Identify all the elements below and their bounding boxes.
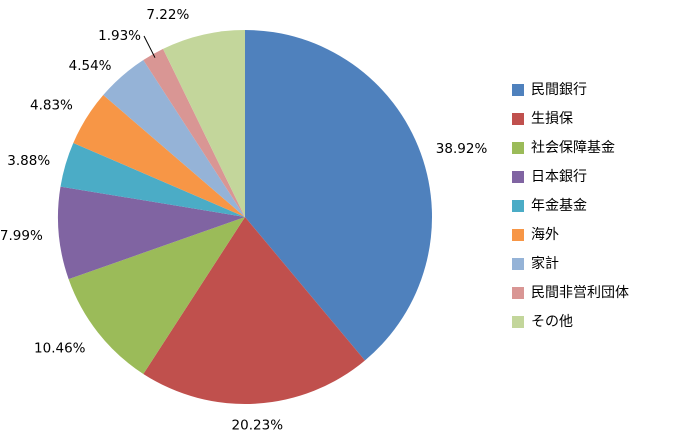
legend-label: 民間銀行 [531,82,587,98]
pie-label-家計: 4.54% [69,58,112,74]
legend-swatch-icon [512,113,524,125]
pie-slice-民間非営利団体[interactable] [143,48,245,217]
pie-label-年金基金: 3.88% [7,153,50,169]
legend-swatch-icon [512,258,524,270]
legend-label: 家計 [531,256,559,272]
pie-slice-民間銀行[interactable] [245,30,433,361]
pie-labels: 38.92% 20.23% 10.46% 7.99% 3.88% 4.83% 4.54% 1.… [0,7,487,433]
pie-slice-海外[interactable] [73,95,245,217]
pie-slice-年金基金[interactable] [60,142,245,217]
legend-item-海外[interactable]: 海外 [512,225,629,245]
legend-item-民間銀行[interactable]: 民間銀行 [512,80,629,100]
pie-label-民間銀行: 38.92% [436,141,488,157]
legend-label: 生損保 [531,111,573,127]
legend-label: 民間非営利団体 [531,285,629,301]
pie-slice-生損保[interactable] [143,217,365,405]
legend-item-年金基金[interactable]: 年金基金 [512,196,629,216]
legend-item-民間非営利団体[interactable]: 民間非営利団体 [512,283,629,303]
pie-label-日本銀行: 7.99% [0,228,43,244]
legend-swatch-icon [512,316,524,328]
pie-label-海外: 4.83% [30,97,73,113]
pie-label-生損保: 20.23% [232,418,284,434]
legend-item-家計[interactable]: 家計 [512,254,629,274]
pie-slice-その他[interactable] [163,30,245,217]
legend-label: 日本銀行 [531,169,587,185]
legend-item-その他[interactable]: その他 [512,312,629,332]
legend-label: その他 [531,314,573,330]
legend-swatch-icon [512,84,524,96]
legend-swatch-icon [512,200,524,212]
pie-label-その他: 7.22% [146,7,189,23]
legend-swatch-icon [512,171,524,183]
pie-slice-家計[interactable] [103,60,245,218]
legend-swatch-icon [512,287,524,299]
legend-label: 社会保障基金 [531,140,615,156]
pie-slice-社会保障基金[interactable] [68,217,246,374]
legend-item-日本銀行[interactable]: 日本銀行 [512,167,629,187]
pie-label-社会保障基金: 10.46% [34,341,86,357]
legend-swatch-icon [512,229,524,241]
pie-slices [57,30,433,405]
legend-item-生損保[interactable]: 生損保 [512,109,629,129]
legend-item-社会保障基金[interactable]: 社会保障基金 [512,138,629,158]
pie-slice-日本銀行[interactable] [57,186,245,280]
legend-label: 海外 [531,227,559,243]
pie-label-民間非営利団体: 1.93% [98,28,141,44]
chart-legend: 民間銀行生損保社会保障基金 日本銀行年金基金海外家計民間非営利団体 その他 [512,80,629,332]
label-leader-line [143,35,156,58]
legend-label: 年金基金 [531,198,587,214]
legend-swatch-icon [512,142,524,154]
